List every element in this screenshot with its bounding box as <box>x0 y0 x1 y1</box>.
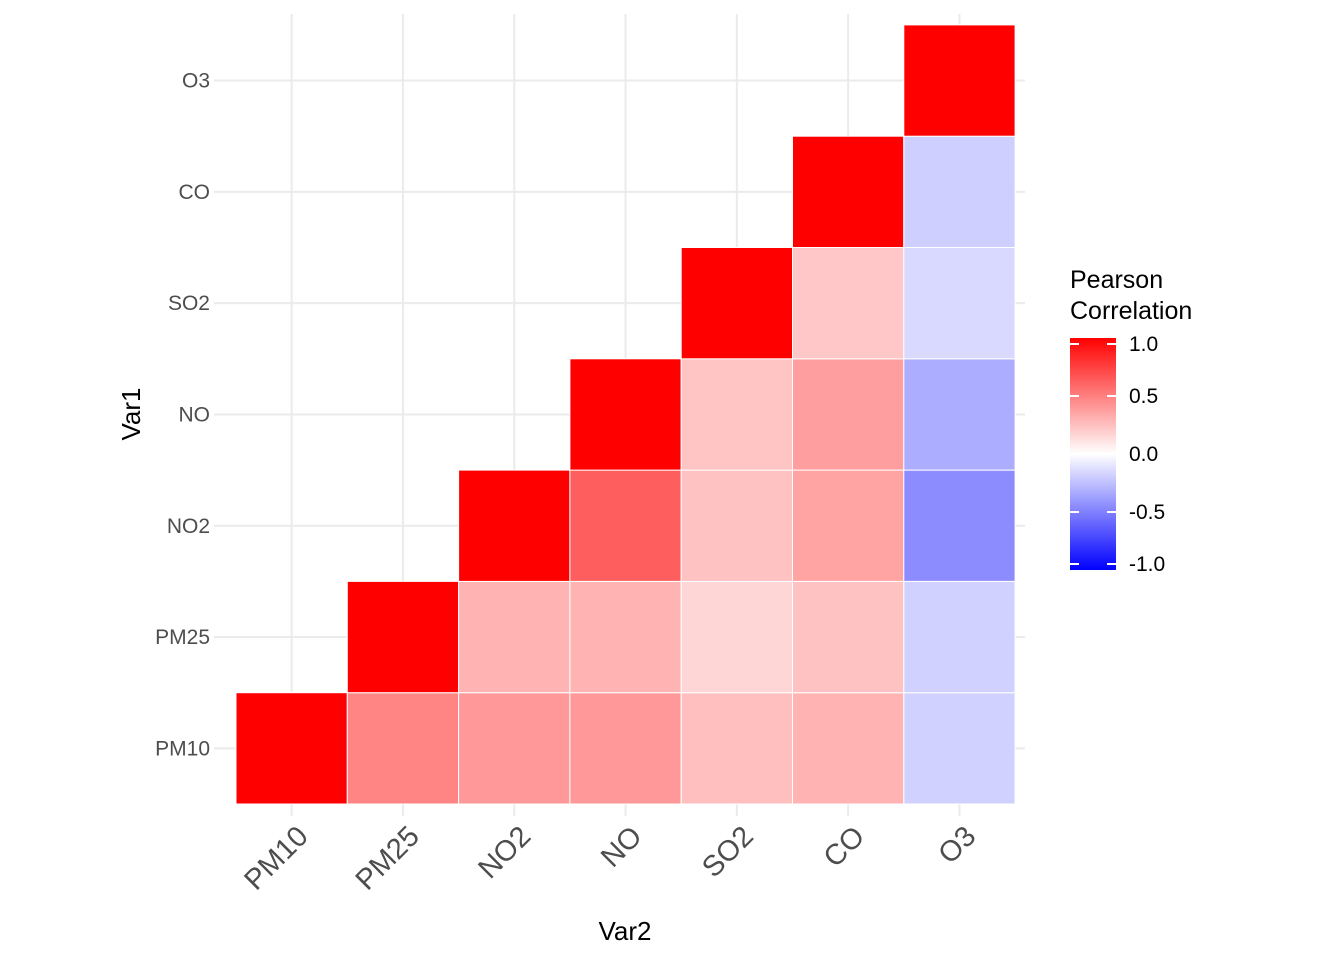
color-legend: Pearson Correlation 1.0 0.5 0.0 -0.5 -1.0 <box>1070 266 1192 576</box>
heatmap-cell-co-co <box>792 135 905 248</box>
x-tick-label: PM25 <box>350 820 426 896</box>
y-tick-label: NO <box>179 403 211 426</box>
legend-tick-label: 0.5 <box>1129 385 1158 408</box>
legend-tick-label: 1.0 <box>1129 333 1158 356</box>
heatmap-cell-no2-o3 <box>903 469 1016 582</box>
heatmap-cell-no-co <box>792 358 905 471</box>
legend-tick-label: 0.0 <box>1129 443 1158 466</box>
heatmap-cell-no-no <box>569 358 682 471</box>
heatmap-cell-pm10-co <box>792 692 905 805</box>
legend-title-line-1: Pearson <box>1070 266 1163 294</box>
legend-tick-label: -1.0 <box>1129 553 1165 576</box>
heatmap-cell-pm25-co <box>792 580 905 694</box>
heatmap-cell-so2-co <box>792 247 905 360</box>
y-axis-ticks: PM10 PM25 NO2 NO SO2 CO O3 <box>155 70 210 761</box>
x-tick-label: O3 <box>932 820 982 870</box>
y-axis-title: Var1 <box>116 388 146 441</box>
x-axis-title: Var2 <box>599 916 652 946</box>
heatmap-cell-pm10-pm25 <box>346 692 460 805</box>
x-tick-label: CO <box>818 820 871 873</box>
legend-title-line-2: Correlation <box>1070 297 1192 325</box>
heatmap-cell-pm10-no <box>569 692 682 805</box>
x-tick-label: PM10 <box>238 820 314 896</box>
heatmap-cell-pm10-o3 <box>903 692 1016 805</box>
heatmap-cell-so2-so2 <box>680 247 794 360</box>
heatmap-tiles <box>235 24 1016 805</box>
legend-ticks: 1.0 0.5 0.0 -0.5 -1.0 <box>1070 333 1165 576</box>
heatmap-cell-no2-no <box>569 469 682 582</box>
heatmap-cell-pm25-pm25 <box>346 580 460 694</box>
x-tick-label: SO2 <box>696 820 760 884</box>
heatmap-cell-pm10-so2 <box>680 692 794 805</box>
heatmap-cell-pm25-o3 <box>903 580 1016 694</box>
y-tick-label: SO2 <box>168 292 210 315</box>
heatmap-cell-pm25-no2 <box>458 580 571 694</box>
y-tick-label: O3 <box>182 70 210 93</box>
heatmap-cell-no2-so2 <box>680 469 794 582</box>
y-tick-label: NO2 <box>167 515 210 538</box>
y-tick-label: PM10 <box>155 737 210 760</box>
heatmap-cell-so2-o3 <box>903 247 1016 360</box>
x-tick-label: NO <box>595 820 648 873</box>
y-tick-label: PM25 <box>155 626 210 649</box>
heatmap-cell-co-o3 <box>903 135 1016 248</box>
heatmap-cell-no-o3 <box>903 358 1016 471</box>
heatmap-cell-o3-o3 <box>903 24 1016 137</box>
legend-tick-label: -0.5 <box>1129 501 1165 524</box>
y-tick-label: CO <box>179 181 211 204</box>
heatmap-cell-pm10-no2 <box>458 692 571 805</box>
heatmap-cell-no-so2 <box>680 358 794 471</box>
heatmap-cell-no2-co <box>792 469 905 582</box>
heatmap-cell-pm10-pm10 <box>235 692 348 805</box>
heatmap-cell-pm25-no <box>569 580 682 694</box>
heatmap-cell-pm25-so2 <box>680 580 794 694</box>
x-tick-label: NO2 <box>472 820 537 885</box>
x-axis-ticks: PM10 PM25 NO2 NO SO2 CO O3 <box>238 820 982 896</box>
heatmap-cell-no2-no2 <box>458 469 571 582</box>
